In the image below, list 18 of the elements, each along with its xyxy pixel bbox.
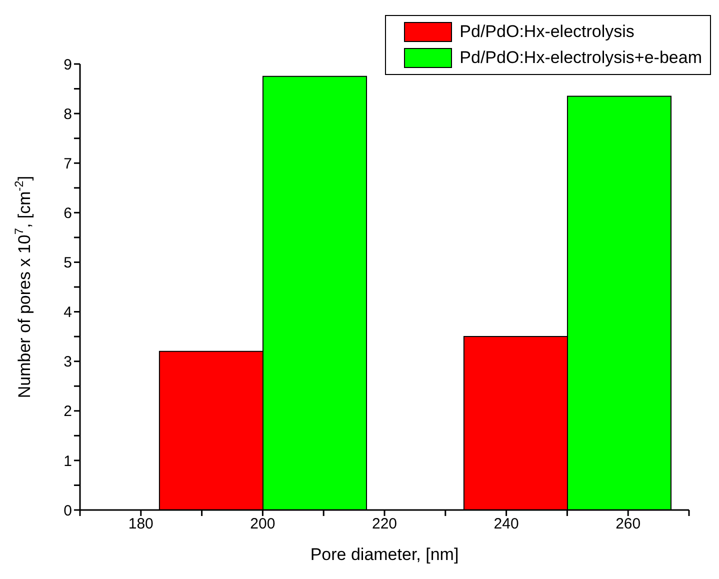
y-tick-label: 1 — [64, 452, 72, 470]
x-axis-title: Pore diameter, [nm] — [310, 545, 459, 564]
x-tick-label: 220 — [372, 516, 398, 533]
y-tick-label: 4 — [64, 304, 72, 322]
x-tick-label: 240 — [494, 516, 519, 533]
x-tick-label: 200 — [250, 516, 276, 533]
y-tick-label: 7 — [64, 155, 72, 172]
legend-label: Pd/PdO:Hx-electrolysis — [460, 21, 634, 43]
y-tick-label: 3 — [64, 354, 72, 371]
y-tick-label: 0 — [64, 502, 72, 520]
y-tick-label: 9 — [64, 56, 72, 74]
y-tick-label: 8 — [64, 106, 72, 123]
x-tick-label: 180 — [128, 516, 154, 533]
y-tick-label: 6 — [64, 204, 72, 222]
x-tick-label: 260 — [616, 516, 641, 533]
y-tick-label: 2 — [64, 403, 72, 420]
legend-label: Pd/PdO:Hx-electrolysis+e-beam — [460, 47, 702, 69]
y-tick-label: 5 — [64, 254, 72, 272]
